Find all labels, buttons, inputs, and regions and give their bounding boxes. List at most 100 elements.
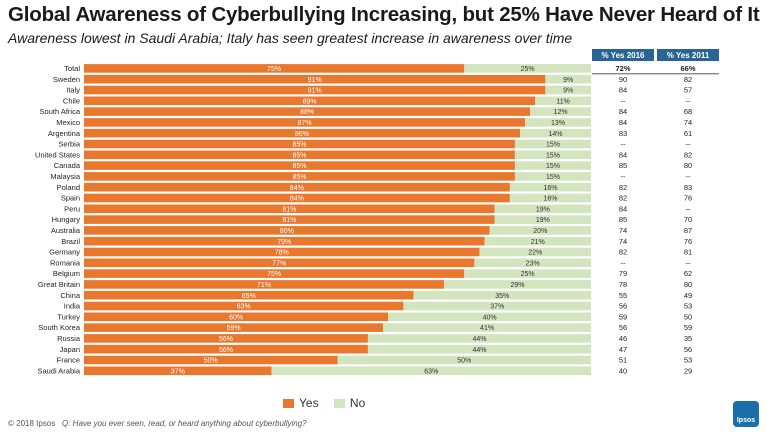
- bar-yes: [84, 128, 521, 138]
- table-cell-2011: 56: [684, 345, 692, 354]
- table-cell-2016: 83: [619, 129, 627, 138]
- table-cell-2011: 61: [684, 129, 692, 138]
- data-label-yes: 81%: [282, 206, 296, 213]
- table-cell-2011: 50: [684, 312, 692, 321]
- table-cell-2016: 47: [619, 345, 627, 354]
- data-label-no: 15%: [546, 152, 560, 159]
- chart-legend: Yes No: [283, 396, 377, 411]
- data-label-no: 44%: [472, 336, 486, 343]
- bar-yes: [84, 215, 495, 224]
- data-label-yes: 77%: [272, 260, 286, 267]
- bar-no: [514, 150, 591, 160]
- table-cell-2011: 74: [684, 118, 692, 127]
- data-label-no: 13%: [551, 120, 565, 127]
- data-label-yes: 63%: [237, 304, 251, 311]
- data-label-yes: 89%: [303, 98, 317, 105]
- category-label: Poland: [57, 183, 80, 192]
- bar-yes: [84, 355, 338, 365]
- table-cell-2011: 66%: [680, 64, 695, 73]
- table-cell-2011: 76: [684, 237, 692, 246]
- bar-no: [464, 269, 591, 278]
- category-label: Saudi Arabia: [37, 366, 80, 375]
- category-label: Canada: [54, 161, 81, 170]
- table-cell-2011: 59: [684, 323, 692, 332]
- table-cell-2011: --: [686, 258, 691, 267]
- category-label: Serbia: [58, 140, 81, 149]
- table-cell-2011: 81: [684, 248, 692, 257]
- data-label-no: 44%: [472, 347, 486, 354]
- table-cell-2016: --: [621, 140, 626, 149]
- table-cell-2016: 78: [619, 280, 627, 289]
- bar-no: [545, 74, 591, 84]
- data-label-no: 19%: [536, 206, 550, 213]
- bar-yes: [84, 118, 526, 127]
- bar-no: [525, 118, 591, 127]
- bar-yes: [84, 247, 480, 257]
- table-cell-2011: 57: [684, 86, 692, 95]
- table-cell-2011: 82: [684, 150, 692, 159]
- table-cell-2011: 49: [684, 291, 692, 300]
- bar-no: [509, 193, 591, 203]
- bar-no: [514, 172, 591, 181]
- bar-yes: [84, 161, 515, 170]
- data-label-no: 40%: [483, 314, 497, 321]
- category-label: Russia: [57, 334, 81, 343]
- data-label-yes: 56%: [219, 347, 233, 354]
- data-label-yes: 37%: [171, 368, 185, 375]
- data-label-yes: 78%: [275, 250, 289, 257]
- table-cell-2016: 84: [619, 118, 627, 127]
- table-cell-2011: 83: [684, 183, 692, 192]
- bar-no: [484, 236, 591, 246]
- category-label: Hungary: [52, 215, 81, 224]
- bar-no: [464, 64, 591, 73]
- bar-yes: [84, 236, 485, 246]
- category-label: Sweden: [53, 75, 80, 84]
- bar-no: [520, 128, 591, 138]
- bar-yes: [84, 334, 368, 343]
- table-cell-2016: 55: [619, 291, 627, 300]
- bar-no: [403, 301, 591, 311]
- table-cell-2016: 82: [619, 248, 627, 257]
- data-label-yes: 80%: [280, 228, 294, 235]
- data-label-yes: 91%: [308, 88, 322, 95]
- table-cell-2016: 84: [619, 86, 627, 95]
- bar-no: [509, 182, 591, 192]
- table-cell-2011: 68: [684, 107, 692, 116]
- data-label-yes: 81%: [282, 217, 296, 224]
- data-label-no: 9%: [563, 77, 573, 84]
- table-cell-2016: 46: [619, 334, 627, 343]
- bar-yes: [84, 107, 531, 116]
- bar-yes: [84, 226, 490, 235]
- category-label: France: [57, 356, 80, 365]
- table-cell-2011: 53: [684, 302, 692, 311]
- data-label-no: 14%: [549, 131, 563, 138]
- bar-yes: [84, 269, 465, 278]
- table-cell-2011: --: [686, 140, 691, 149]
- data-label-no: 50%: [457, 358, 471, 365]
- table-cell-2016: 85: [619, 215, 627, 224]
- chart-title: Global Awareness of Cyberbullying Increa…: [8, 3, 760, 26]
- table-cell-2016: 79: [619, 269, 627, 278]
- category-label: Argentina: [48, 129, 81, 138]
- data-label-yes: 84%: [290, 185, 304, 192]
- table-cell-2011: --: [686, 172, 691, 181]
- table-cell-2011: 35: [684, 334, 692, 343]
- bar-no: [514, 161, 591, 170]
- table-cell-2011: 70: [684, 215, 692, 224]
- bar-yes: [84, 193, 510, 203]
- table-cell-2016: 40: [619, 366, 627, 375]
- data-label-yes: 75%: [267, 271, 281, 278]
- bar-no: [494, 215, 591, 224]
- bar-no: [388, 312, 591, 322]
- bar-yes: [84, 172, 515, 181]
- table-cell-2016: 82: [619, 194, 627, 203]
- bar-yes: [84, 366, 272, 376]
- table-header-label: % Yes 2016: [601, 51, 645, 60]
- data-label-yes: 56%: [219, 336, 233, 343]
- data-label-no: 11%: [556, 98, 570, 105]
- category-label: Italy: [66, 86, 80, 95]
- table-cell-2016: 85: [619, 161, 627, 170]
- bar-no: [545, 85, 591, 95]
- table-cell-2011: 53: [684, 356, 692, 365]
- data-label-no: 9%: [563, 88, 573, 95]
